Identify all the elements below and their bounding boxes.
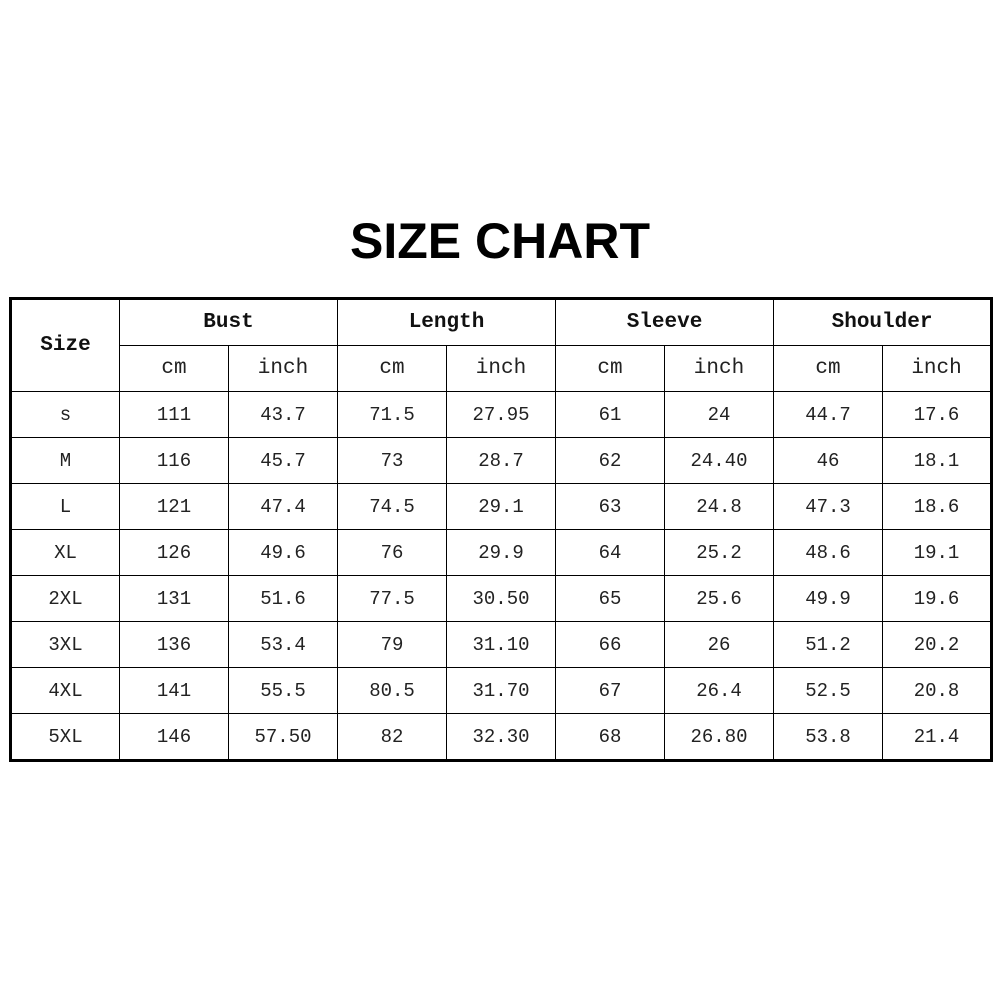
- measurement-cell: 28.7: [446, 437, 557, 484]
- measurement-cell: 82: [337, 713, 448, 761]
- measurement-cell: 57.50: [227, 713, 339, 761]
- measurement-cell: 26.4: [664, 667, 775, 714]
- measurement-cell: 136: [119, 621, 229, 668]
- measurement-cell: 79: [337, 621, 448, 668]
- table-row: 4XL 141 55.5 80.5 31.70 67 26.4 52.5 20.8: [10, 667, 993, 714]
- measurement-cell: 18.6: [882, 483, 993, 530]
- measurement-cell: 49.6: [227, 529, 339, 576]
- measurement-cell: 53.8: [773, 713, 884, 761]
- measurement-cell: 66: [555, 621, 666, 668]
- unit-header: cm: [773, 345, 884, 392]
- size-chart-table: Size Bust Length Sleeve Shoulder cm inch c…: [9, 297, 994, 762]
- measurement-cell: 77.5: [337, 575, 448, 622]
- measurement-cell: 17.6: [882, 391, 993, 438]
- measurement-cell: 48.6: [773, 529, 884, 576]
- measurement-cell: 76: [337, 529, 448, 576]
- measurement-cell: 24: [664, 391, 775, 438]
- measurement-cell: 20.8: [882, 667, 993, 714]
- measurement-cell: 80.5: [337, 667, 448, 714]
- measurement-cell: 131: [119, 575, 229, 622]
- group-header-bust: Bust: [118, 298, 339, 346]
- measurement-cell: 53.4: [227, 621, 339, 668]
- measurement-cell: 29.9: [446, 529, 557, 576]
- measurement-cell: 73: [337, 437, 448, 484]
- measurement-cell: 26.80: [664, 713, 775, 761]
- size-cell: 3XL: [10, 621, 120, 668]
- measurement-cell: 19.1: [882, 529, 993, 576]
- table-row: s 111 43.7 71.5 27.95 61 24 44.7 17.6: [10, 391, 993, 438]
- measurement-cell: 74.5: [337, 483, 448, 530]
- table-row: 3XL 136 53.4 79 31.10 66 26 51.2 20.2: [10, 621, 993, 668]
- measurement-cell: 111: [119, 391, 229, 438]
- measurement-cell: 49.9: [773, 575, 884, 622]
- measurement-cell: 31.70: [446, 667, 557, 714]
- measurement-cell: 51.2: [773, 621, 884, 668]
- measurement-cell: 126: [119, 529, 229, 576]
- measurement-cell: 63: [555, 483, 666, 530]
- measurement-cell: 45.7: [227, 437, 339, 484]
- measurement-cell: 62: [555, 437, 666, 484]
- size-cell: 5XL: [10, 713, 120, 761]
- measurement-cell: 67: [555, 667, 666, 714]
- page-title: SIZE CHART: [350, 213, 650, 269]
- unit-header: cm: [119, 345, 229, 392]
- measurement-cell: 65: [555, 575, 666, 622]
- measurement-cell: 19.6: [882, 575, 993, 622]
- unit-header: inch: [664, 345, 775, 392]
- size-header: Size: [10, 298, 120, 392]
- measurement-cell: 64: [555, 529, 666, 576]
- table-row: XL 126 49.6 76 29.9 64 25.2 48.6 19.1: [10, 529, 993, 576]
- measurement-cell: 44.7: [773, 391, 884, 438]
- measurement-cell: 24.40: [664, 437, 775, 484]
- measurement-cell: 47.3: [773, 483, 884, 530]
- unit-header-row: cm inch cm inch cm inch cm inch: [11, 345, 993, 392]
- unit-header: inch: [882, 345, 993, 392]
- measurement-cell: 46: [773, 437, 884, 484]
- measurement-cell: 43.7: [227, 391, 339, 438]
- size-cell: 2XL: [10, 575, 120, 622]
- unit-header: inch: [227, 345, 339, 392]
- measurement-cell: 25.2: [664, 529, 775, 576]
- size-cell: L: [10, 483, 120, 530]
- measurement-cell: 55.5: [227, 667, 339, 714]
- measurement-cell: 26: [664, 621, 775, 668]
- size-cell: XL: [10, 529, 120, 576]
- table-row: 5XL 146 57.50 82 32.30 68 26.80 53.8 21.4: [10, 713, 993, 761]
- measurement-cell: 30.50: [446, 575, 557, 622]
- measurement-cell: 27.95: [446, 391, 557, 438]
- measurement-cell: 20.2: [882, 621, 993, 668]
- measurement-cell: 146: [119, 713, 229, 761]
- size-cell: M: [10, 437, 120, 484]
- measurement-cell: 24.8: [664, 483, 775, 530]
- measurement-cell: 18.1: [882, 437, 993, 484]
- group-header-length: Length: [337, 298, 557, 346]
- size-cell: s: [10, 391, 120, 438]
- measurement-cell: 141: [119, 667, 229, 714]
- measurement-cell: 25.6: [664, 575, 775, 622]
- measurement-cell: 51.6: [227, 575, 339, 622]
- measurement-cell: 31.10: [446, 621, 557, 668]
- table-row: M 116 45.7 73 28.7 62 24.40 46 18.1: [10, 437, 993, 484]
- group-header-sleeve: Sleeve: [555, 298, 775, 346]
- measurement-cell: 121: [119, 483, 229, 530]
- measurement-cell: 47.4: [227, 483, 339, 530]
- unit-header: cm: [337, 345, 448, 392]
- group-header-row: Size Bust Length Sleeve Shoulder: [10, 298, 993, 392]
- measurement-cell: 52.5: [773, 667, 884, 714]
- unit-header: inch: [446, 345, 557, 392]
- measurement-cell: 21.4: [882, 713, 993, 761]
- measurement-cell: 61: [555, 391, 666, 438]
- measurement-cell: 68: [555, 713, 666, 761]
- measurement-cell: 116: [119, 437, 229, 484]
- measurement-cell: 29.1: [446, 483, 557, 530]
- size-cell: 4XL: [10, 667, 120, 714]
- table-row: L 121 47.4 74.5 29.1 63 24.8 47.3 18.6: [10, 483, 993, 530]
- measurement-cell: 32.30: [446, 713, 557, 761]
- group-header-shoulder: Shoulder: [773, 298, 993, 346]
- unit-header: cm: [555, 345, 666, 392]
- measurement-cell: 71.5: [337, 391, 448, 438]
- table-row: 2XL 131 51.6 77.5 30.50 65 25.6 49.9 19.6: [10, 575, 993, 622]
